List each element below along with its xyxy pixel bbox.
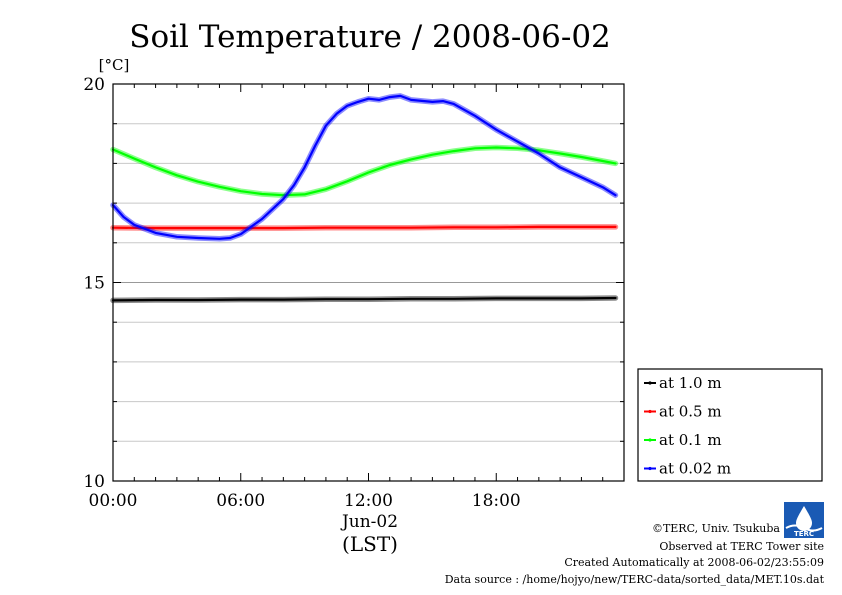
legend-marker	[648, 409, 652, 414]
terc-logo-droplet	[796, 506, 812, 531]
x-tick-label: 12:00	[344, 491, 393, 511]
legend-label: at 0.1 m	[659, 431, 722, 449]
x-tick-label: 18:00	[472, 491, 521, 511]
x-tick-label: 00:00	[89, 491, 138, 511]
legend-label: at 0.02 m	[659, 460, 731, 478]
terc-logo-text: TERC	[794, 530, 814, 538]
chart-title: Soil Temperature / 2008-06-02	[129, 19, 611, 55]
grid-lines	[113, 123, 624, 442]
series-line-2	[111, 146, 617, 197]
y-tick-label: 15	[83, 274, 105, 294]
legend-box	[637, 368, 823, 482]
series-line-3	[111, 94, 617, 240]
created-timestamp-text: Created Automatically at 2008-06-02/23:5…	[564, 556, 824, 569]
terc-logo-wave	[785, 524, 823, 532]
legend-marker	[648, 381, 652, 385]
data-source-text: Data source : /home/hojyo/new/TERC-data/…	[445, 573, 825, 586]
legend-marker	[648, 438, 652, 442]
x-axis-label: (LST)	[342, 532, 398, 556]
x-tick-label: 06:00	[216, 491, 265, 511]
legend-marker	[648, 466, 652, 471]
series-line-0	[111, 296, 617, 302]
legend: at 1.0 m at 0.5 m at 0.1 m at 0.02 m	[637, 368, 823, 482]
y-tick-label: 10	[83, 472, 105, 492]
legend-label: at 1.0 m	[659, 374, 722, 392]
copyright-text: ©TERC, Univ. Tsukuba	[652, 522, 780, 535]
y-tick-label: 20	[83, 75, 105, 95]
series-lines	[110, 93, 619, 304]
legend-label: at 0.5 m	[659, 403, 722, 421]
series-line-1	[111, 225, 617, 230]
observed-at-text: Observed at TERC Tower site	[659, 540, 824, 553]
series-halo-3	[110, 93, 619, 242]
axis-ticks: 00:00 06:00 12:00 18:00 10 15 20	[83, 75, 625, 511]
y-axis-unit-label: [°C]	[99, 56, 130, 74]
terc-logo: TERC	[784, 502, 824, 538]
x-axis-date-label: Jun-02	[340, 512, 398, 532]
